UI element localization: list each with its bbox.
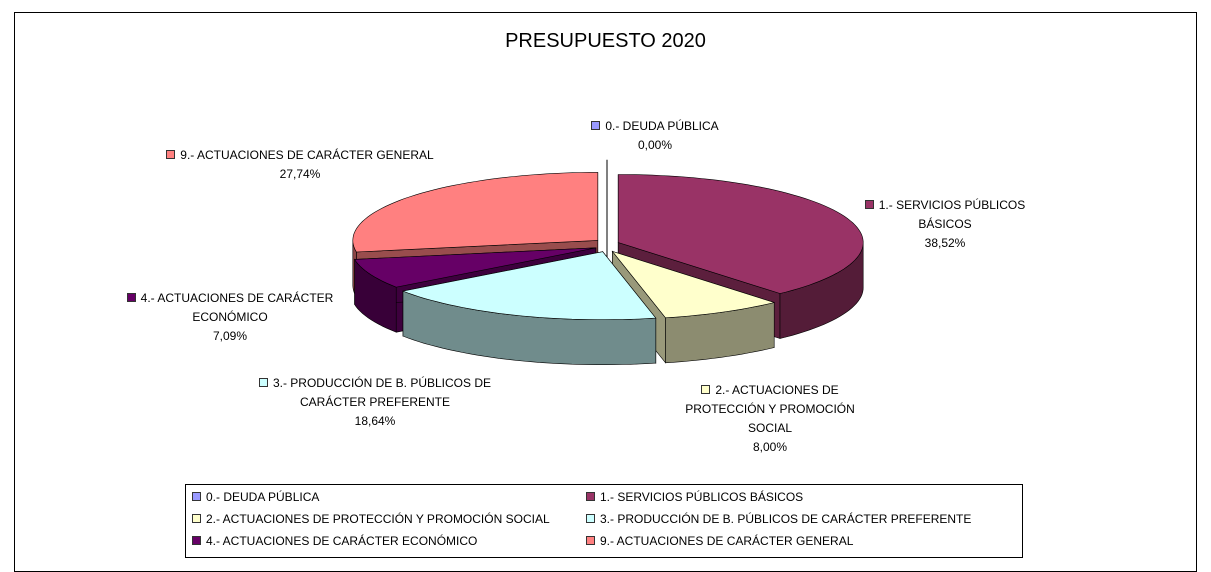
label-swatch <box>258 378 268 387</box>
legend-item: 3.- PRODUCCIÓN DE B. PÚBLICOS DE CARÁCTE… <box>586 511 971 527</box>
legend-label: 1.- SERVICIOS PÚBLICOS BÁSICOS <box>600 490 804 504</box>
label-name: 2.- ACTUACIONES DE PROTECCIÓN Y PROMOCIÓ… <box>685 383 855 435</box>
slice <box>401 250 657 366</box>
label-value: 38,52% <box>924 236 966 250</box>
label-swatch <box>166 150 176 159</box>
label-name: 0.- DEUDA PÚBLICA <box>605 119 719 133</box>
legend-item: 4.- ACTUACIONES DE CARÁCTER ECONÓMICO <box>192 533 477 549</box>
label-value: 8,00% <box>752 440 788 454</box>
label-name: 1.- SERVICIOS PÚBLICOS BÁSICOS <box>878 198 1026 231</box>
label-swatch <box>864 200 874 209</box>
label-swatch <box>591 121 601 130</box>
legend-swatch <box>586 492 595 501</box>
data-label: 4.- ACTUACIONES DE CARÁCTER ECONÓMICO 7,0… <box>100 289 360 346</box>
label-value: 7,09% <box>212 329 248 343</box>
label-value: 27,74% <box>279 167 321 181</box>
legend: 0.- DEUDA PÚBLICA 1.- SERVICIOS PÚBLICOS … <box>185 484 1023 558</box>
data-label: 2.- ACTUACIONES DE PROTECCIÓN Y PROMOCIÓ… <box>670 381 870 457</box>
chart-title: PRESUPUESTO 2020 <box>505 30 706 52</box>
legend-swatch <box>192 536 201 545</box>
slice <box>617 174 864 294</box>
legend-label: 4.- ACTUACIONES DE CARÁCTER ECONÓMICO <box>206 534 478 548</box>
legend-swatch <box>192 514 201 523</box>
legend-item: 0.- DEUDA PÚBLICA <box>192 489 319 505</box>
label-swatch <box>701 385 711 394</box>
label-name: 4.- ACTUACIONES DE CARÁCTER ECONÓMICO <box>140 291 334 324</box>
slice <box>401 251 657 321</box>
slice <box>611 250 776 319</box>
label-name: 9.- ACTUACIONES DE CARÁCTER GENERAL <box>180 148 434 162</box>
legend-swatch <box>586 514 595 523</box>
data-label: 9.- ACTUACIONES DE CARÁCTER GENERAL 27,74… <box>160 146 440 184</box>
legend-item: 2.- ACTUACIONES DE PROTECCIÓN Y PROMOCIÓ… <box>192 511 550 527</box>
legend-swatch <box>192 492 201 501</box>
legend-item: 9.- ACTUACIONES DE CARÁCTER GENERAL <box>586 533 853 549</box>
legend-label: 0.- DEUDA PÚBLICA <box>206 490 320 504</box>
data-label: 3.- PRODUCCIÓN DE B. PÚBLICOS DE CARÁCTE… <box>250 374 500 431</box>
data-label: 1.- SERVICIOS PÚBLICOS BÁSICOS 38,52% <box>840 196 1050 253</box>
slice <box>354 247 596 288</box>
legend-item: 1.- SERVICIOS PÚBLICOS BÁSICOS <box>586 489 803 505</box>
legend-label: 2.- ACTUACIONES DE PROTECCIÓN Y PROMOCIÓ… <box>206 512 550 526</box>
legend-label: 3.- PRODUCCIÓN DE B. PÚBLICOS DE CARÁCTE… <box>600 512 972 526</box>
label-name: 3.- PRODUCCIÓN DE B. PÚBLICOS DE CARÁCTE… <box>272 376 492 409</box>
label-swatch <box>126 293 136 302</box>
slice <box>352 172 599 253</box>
legend-swatch <box>586 536 595 545</box>
data-label: 0.- DEUDA PÚBLICA 0,00% <box>545 117 765 155</box>
label-value: 0,00% <box>637 138 673 152</box>
label-value: 18,64% <box>354 414 396 428</box>
legend-label: 9.- ACTUACIONES DE CARÁCTER GENERAL <box>600 534 854 548</box>
